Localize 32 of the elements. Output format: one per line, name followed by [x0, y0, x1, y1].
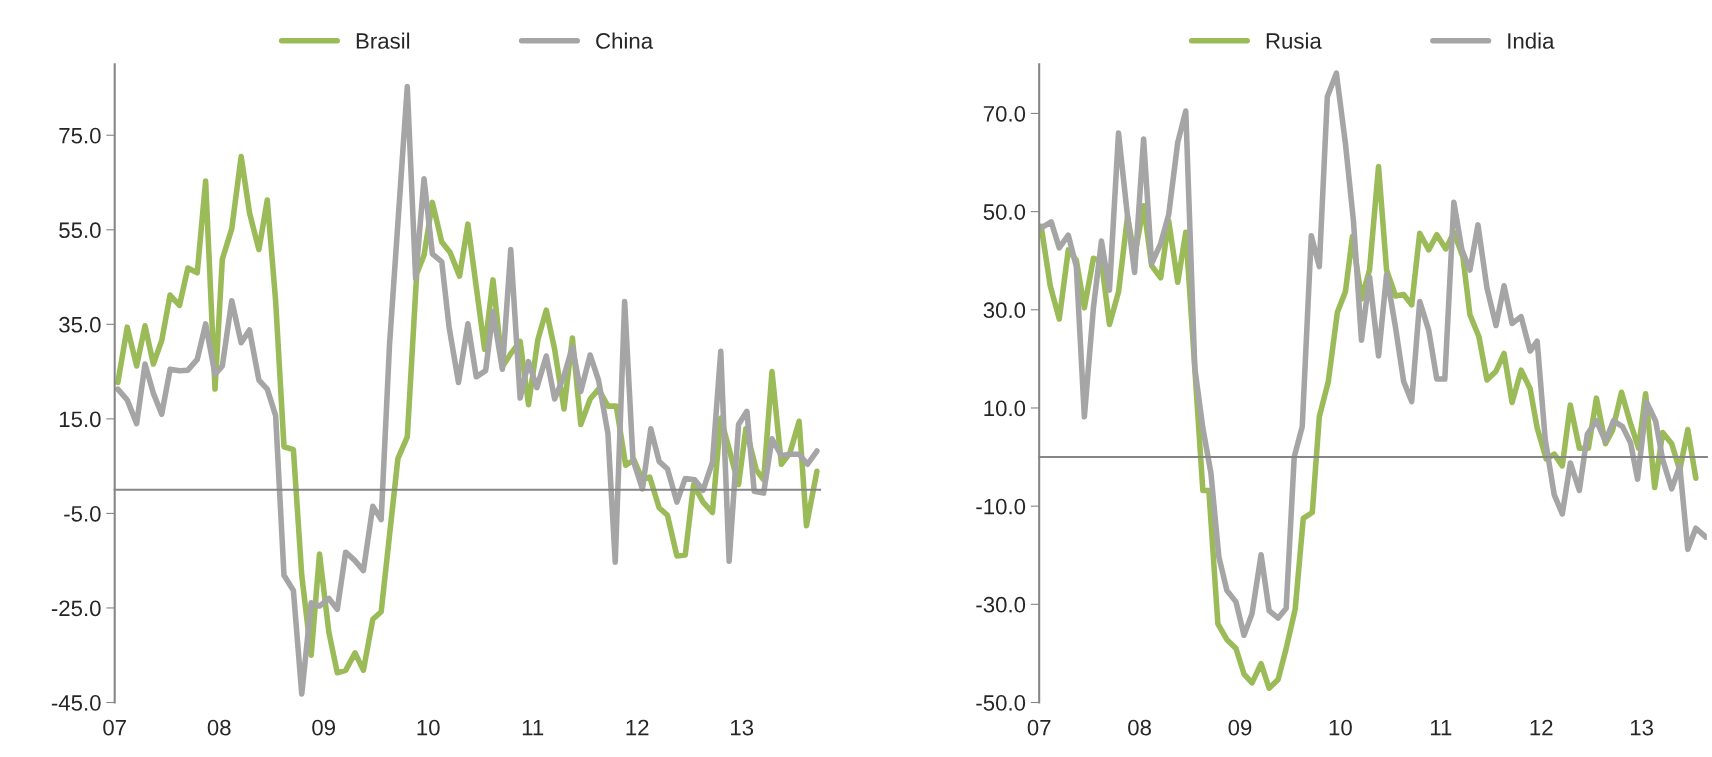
y-tick-label: -30.0: [976, 596, 1026, 613]
x-tick-label: 07: [103, 719, 126, 736]
y-tick-label: 15.0: [59, 411, 101, 428]
x-tick-label: 08: [207, 719, 231, 736]
x-tick-label: 11: [1430, 719, 1452, 736]
x-tick-label: 10: [417, 719, 440, 736]
y-tick-label: 10.0: [984, 400, 1026, 417]
legend-label: India: [1508, 32, 1555, 49]
legend-label: Brasil: [356, 32, 410, 49]
x-tick-label: 07: [1027, 719, 1051, 736]
y-tick-label: -25.0: [51, 600, 101, 617]
x-tick-label: 10: [1329, 719, 1352, 736]
y-tick-label: 30.0: [983, 302, 1026, 319]
x-tick-label: 08: [1128, 719, 1151, 736]
y-tick-label: -5.0: [64, 505, 101, 522]
y-tick-label: 35.0: [59, 316, 101, 333]
x-tick-label: 11: [522, 719, 544, 736]
y-tick-label: 50.0: [983, 204, 1026, 220]
y-tick-label: -50.0: [976, 695, 1026, 711]
y-tick-label: 70.0: [983, 105, 1026, 122]
x-tick-label: 12: [626, 719, 649, 736]
legend-label: China: [596, 32, 654, 49]
y-tick-label: 55.0: [59, 222, 101, 239]
x-tick-label: 13: [1630, 719, 1653, 736]
x-tick-label: 13: [731, 719, 754, 736]
x-tick-label: 09: [312, 719, 335, 736]
legend-label: Rusia: [1266, 32, 1322, 49]
y-tick-label: -10.0: [976, 498, 1026, 515]
x-tick-label: 09: [1228, 719, 1252, 736]
y-tick-label: -45.0: [51, 695, 101, 711]
y-tick-label: 75.0: [59, 127, 101, 144]
x-tick-label: 12: [1530, 719, 1553, 736]
